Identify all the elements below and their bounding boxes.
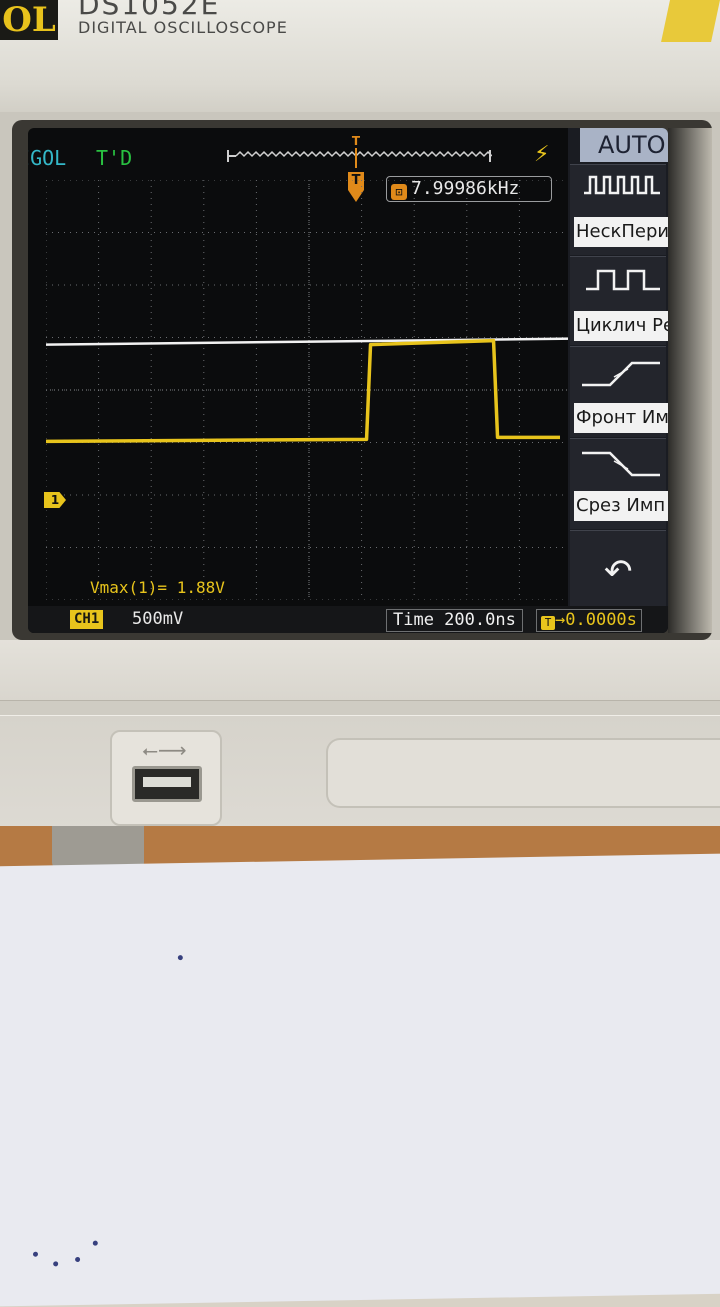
device-subtitle: DIGITAL OSCILLOSCOPE <box>78 18 288 37</box>
softkey-label: НескПериод <box>574 217 668 247</box>
bezel-shadow <box>668 128 712 633</box>
status-bar: CH1 500mV Time 200.0ns T →0.0000s <box>28 606 668 633</box>
channel1-marker: 1 <box>44 492 66 508</box>
trigger-status: T'D <box>96 146 133 170</box>
trigger-offset-icon: T <box>541 616 555 630</box>
softkey-label: Фронт Имп <box>574 403 668 433</box>
trigger-position-marker: T <box>350 134 362 170</box>
panel-cover <box>326 738 720 808</box>
softkey-menu: AUTO НескПериод Циклич Реж Фронт Имп <box>568 128 668 607</box>
device-top-panel: OL DS1052E DIGITAL OSCILLOSCOPE <box>0 0 720 120</box>
usb-socket <box>132 766 202 802</box>
oscilloscope-screen: RIGOL T'D T ⚡ T ⊡7.99986kHz 1 Vmax(1)= 1… <box>28 128 668 633</box>
trigger-offset-readout: T →0.0000s <box>536 609 642 632</box>
brand-label: RIGOL <box>28 146 67 170</box>
paper-sheet <box>0 853 720 1307</box>
ch1-waveform-trace <box>46 338 560 444</box>
vmax-measurement: Vmax(1)= 1.88V <box>90 578 225 597</box>
brand-logo: OL <box>0 0 58 40</box>
frequency-icon: ⊡ <box>391 184 407 200</box>
device-foot <box>52 826 144 870</box>
softkey-rising-edge[interactable]: Фронт Имп <box>570 346 668 437</box>
softkey-back[interactable]: ↶ <box>570 530 666 607</box>
trigger-edge-icon: ⚡ <box>534 142 550 167</box>
yellow-tape <box>661 0 720 42</box>
frequency-readout: ⊡ 7.99986kHz <box>386 176 552 202</box>
softkey-multi-period[interactable]: НескПериод <box>570 164 668 255</box>
panel-ridge <box>0 700 720 716</box>
channel1-badge: CH1 <box>70 610 104 629</box>
usb-port[interactable]: ⭠⟶ <box>110 730 222 826</box>
undo-arrow-icon: ↶ <box>604 552 633 592</box>
trigger-mode-auto[interactable]: AUTO <box>580 128 668 162</box>
usb-icon: ⭠⟶ <box>142 738 187 762</box>
softkey-cyclic-mode[interactable]: Циклич Реж <box>570 256 668 345</box>
multi-period-waveform-icon <box>584 175 660 195</box>
timebase-readout: Time 200.0ns <box>386 609 523 632</box>
cyclic-mode-waveform-icon <box>586 269 660 291</box>
waveform-plot <box>46 180 572 600</box>
memory-timeline <box>227 150 492 162</box>
rising-edge-icon <box>582 361 660 387</box>
softkey-label: Срез Имп <box>574 491 668 521</box>
softkey-label: Циклич Реж <box>574 311 668 341</box>
falling-edge-icon <box>582 451 660 477</box>
softkey-falling-edge[interactable]: Срез Имп <box>570 438 668 529</box>
model-name: DS1052E <box>78 0 221 21</box>
channel1-scale: 500mV <box>132 609 184 629</box>
